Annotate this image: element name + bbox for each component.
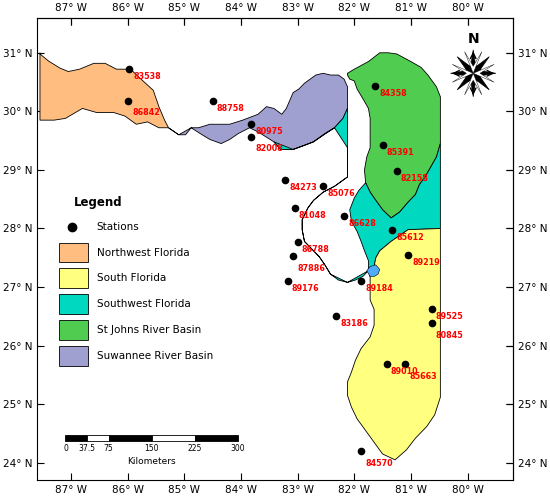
Polygon shape <box>450 50 496 97</box>
Text: 89176: 89176 <box>292 284 320 293</box>
Text: 89184: 89184 <box>365 284 393 293</box>
Text: 0: 0 <box>63 444 68 453</box>
Bar <box>59 243 88 262</box>
Bar <box>59 320 88 340</box>
Text: Stations: Stations <box>97 222 139 232</box>
Text: 84358: 84358 <box>379 89 407 98</box>
Polygon shape <box>452 64 473 82</box>
Text: 89010: 89010 <box>390 368 418 376</box>
Text: 85612: 85612 <box>396 233 424 242</box>
Text: 85663: 85663 <box>409 372 437 381</box>
Bar <box>59 268 88 288</box>
Text: 86842: 86842 <box>133 109 160 118</box>
Text: 225: 225 <box>188 444 202 453</box>
Text: 83538: 83538 <box>134 72 161 81</box>
Bar <box>87 435 108 441</box>
Text: 300: 300 <box>230 444 245 453</box>
Polygon shape <box>168 73 348 149</box>
Text: Legend: Legend <box>74 196 123 209</box>
Text: Suwannee River Basin: Suwannee River Basin <box>97 351 213 361</box>
Text: 89219: 89219 <box>412 258 440 267</box>
Text: 89525: 89525 <box>436 312 464 321</box>
Text: 87886: 87886 <box>297 263 325 272</box>
Text: St Johns River Basin: St Johns River Basin <box>97 325 201 335</box>
Polygon shape <box>40 53 168 128</box>
Text: 82158: 82158 <box>401 174 428 183</box>
Text: 88758: 88758 <box>217 104 245 113</box>
Bar <box>195 435 238 441</box>
Bar <box>108 435 152 441</box>
Text: 80845: 80845 <box>436 331 464 340</box>
Text: 86788: 86788 <box>301 245 329 254</box>
Polygon shape <box>465 52 482 73</box>
Text: 150: 150 <box>144 444 159 453</box>
Text: 80975: 80975 <box>255 127 283 136</box>
Polygon shape <box>274 109 441 282</box>
Bar <box>59 294 88 314</box>
Bar <box>65 435 87 441</box>
Text: 82008: 82008 <box>255 144 283 153</box>
Text: 85391: 85391 <box>387 148 414 157</box>
Text: 85076: 85076 <box>327 189 355 198</box>
Polygon shape <box>367 265 380 276</box>
Polygon shape <box>473 64 494 82</box>
Text: 81048: 81048 <box>299 211 327 220</box>
Text: Southwest Florida: Southwest Florida <box>97 299 190 309</box>
Bar <box>152 435 195 441</box>
Text: South Florida: South Florida <box>97 273 166 283</box>
Polygon shape <box>348 53 441 218</box>
Polygon shape <box>465 73 482 95</box>
Text: 86628: 86628 <box>348 219 376 228</box>
Text: 37.5: 37.5 <box>79 444 96 453</box>
Text: 83186: 83186 <box>340 319 368 328</box>
Text: 84273: 84273 <box>289 183 317 192</box>
Bar <box>59 346 88 366</box>
Text: 75: 75 <box>103 444 113 453</box>
Text: Northwest Florida: Northwest Florida <box>97 248 189 257</box>
Text: N: N <box>468 32 479 46</box>
Polygon shape <box>348 229 441 460</box>
Text: Kilometers: Kilometers <box>127 457 176 466</box>
Text: 84570: 84570 <box>365 459 393 468</box>
